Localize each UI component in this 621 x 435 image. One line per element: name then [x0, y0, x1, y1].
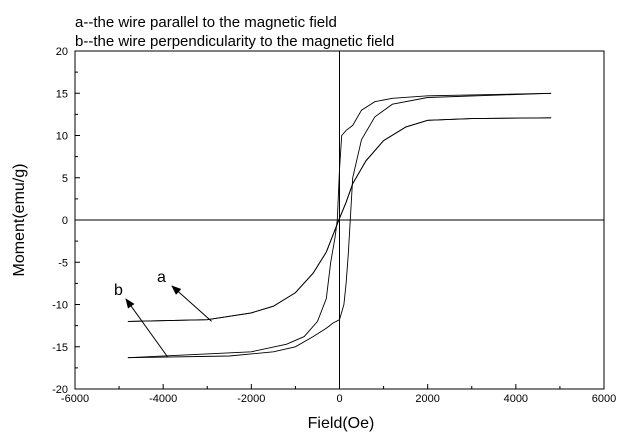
y-tick-label: -5: [58, 257, 68, 269]
x-tick-label: -2000: [237, 393, 265, 405]
x-tick-label: -6000: [61, 393, 89, 405]
x-tick-label: 6000: [592, 393, 616, 405]
arrow-b-label: b: [114, 282, 123, 299]
series-b-descending-branch: [127, 92, 552, 359]
y-axis-title: Moment(emu/g): [11, 164, 28, 277]
x-tick-label: 4000: [504, 393, 528, 405]
x-tick-label: 2000: [415, 393, 439, 405]
arrow-a-label: a: [157, 269, 166, 286]
y-tick-label: 15: [56, 88, 68, 100]
y-tick-label: -10: [52, 300, 68, 312]
y-tick-label: 10: [56, 131, 68, 143]
annotation-a-description: a--the wire parallel to the magnetic fie…: [75, 14, 337, 31]
y-tick-label: 20: [56, 46, 68, 58]
x-tick-label: 0: [336, 393, 342, 405]
annotation-b-description: b--the wire perpendicularity to the magn…: [75, 33, 394, 50]
series-b-ascending-branch: [127, 92, 552, 359]
y-tick-label: 5: [62, 173, 68, 185]
arrow-b: [125, 298, 168, 358]
series-a-descending-branch: [127, 117, 552, 322]
plot-area: -6000 -4000 -2000 0 2000 4000 6000 -20 -15 -10 -5 0…: [52, 46, 616, 405]
y-tick-label: 0: [62, 215, 68, 227]
y-tick-label: -15: [52, 342, 68, 354]
y-tick-label: -20: [52, 384, 68, 396]
x-tick-label: -4000: [149, 393, 177, 405]
x-axis-title: Field(Oe): [308, 415, 375, 432]
arrow-a: [171, 285, 212, 322]
